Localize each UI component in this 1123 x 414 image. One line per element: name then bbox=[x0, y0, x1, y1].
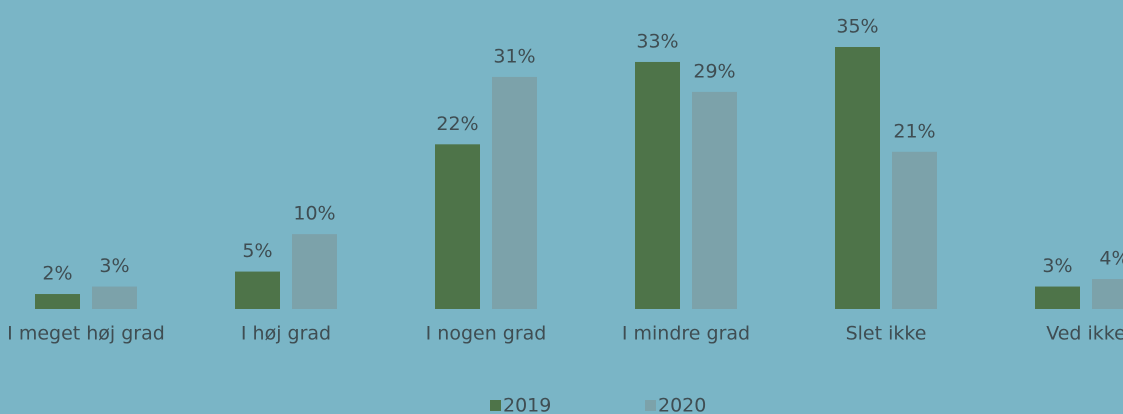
value-label: 21% bbox=[893, 120, 935, 142]
value-label: 22% bbox=[436, 113, 478, 135]
bar bbox=[92, 286, 137, 309]
value-label: 35% bbox=[836, 16, 878, 38]
value-label: 31% bbox=[493, 45, 535, 67]
value-label: 3% bbox=[99, 255, 129, 277]
bar bbox=[1035, 286, 1080, 309]
value-label: 33% bbox=[636, 30, 678, 52]
value-label: 5% bbox=[242, 240, 272, 262]
x-tick-label: I høj grad bbox=[241, 323, 331, 345]
value-label: 10% bbox=[293, 203, 335, 225]
bar bbox=[35, 294, 80, 309]
bar bbox=[435, 144, 480, 309]
value-label: 29% bbox=[693, 60, 735, 82]
value-label: 3% bbox=[1042, 255, 1072, 277]
value-label: 2% bbox=[42, 263, 72, 285]
legend-swatch bbox=[645, 400, 656, 411]
bar bbox=[635, 61, 680, 309]
legend-swatch bbox=[490, 400, 501, 411]
value-label: 4% bbox=[1099, 248, 1123, 270]
bar bbox=[1092, 279, 1123, 309]
bar bbox=[835, 47, 880, 309]
x-tick-label: Slet ikke bbox=[846, 323, 927, 345]
bar bbox=[235, 271, 280, 309]
legend-label: 2020 bbox=[658, 395, 706, 414]
x-tick-label: I nogen grad bbox=[426, 323, 547, 345]
bar bbox=[692, 91, 737, 310]
legend-label: 2019 bbox=[503, 395, 551, 414]
x-tick-label: I mindre grad bbox=[622, 323, 750, 345]
x-tick-label: I meget høj grad bbox=[7, 323, 165, 345]
bar bbox=[492, 76, 537, 309]
bar bbox=[892, 151, 937, 309]
x-tick-label: Ved ikke bbox=[1046, 323, 1123, 345]
bar bbox=[292, 234, 337, 309]
